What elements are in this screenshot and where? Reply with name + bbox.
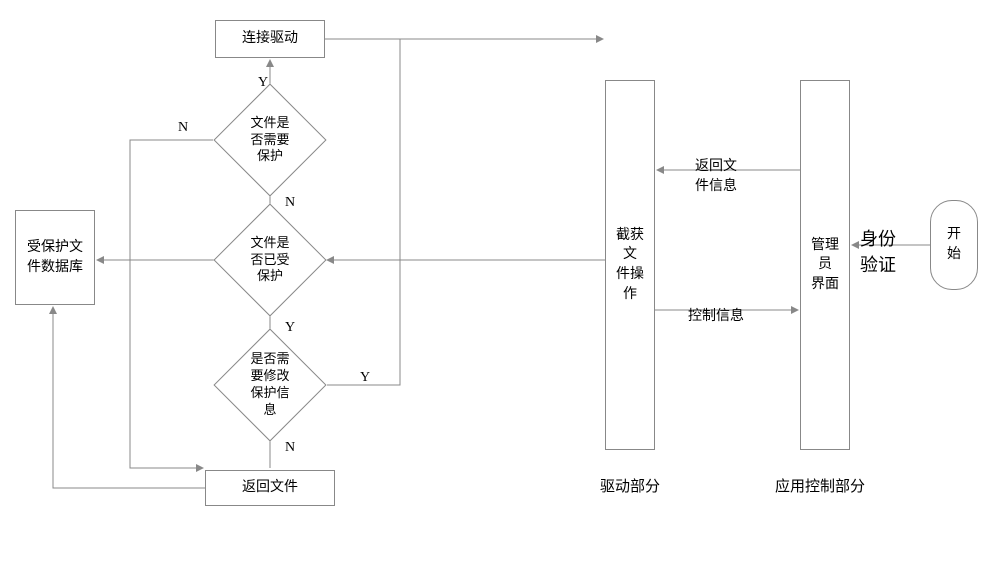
n3-label: N [285,440,295,456]
return-file-info-text: 返回文件信息 [695,159,737,194]
return-file-node: 返回文件 [205,470,335,506]
capture-label: 截获文件操作 [610,226,650,304]
admin-ui-label: 管理员界面 [805,236,845,295]
auth-text: 身份验证 [860,229,896,275]
y3-text: Y [360,370,370,385]
capture-node: 截获文件操作 [605,80,655,450]
start-label: 开始 [947,225,961,264]
n1-text: N [178,120,188,135]
app-control-section-text: 应用控制部分 [775,479,865,495]
control-info-text: 控制信息 [688,309,744,324]
modify-info-decision [213,328,326,441]
y3-label: Y [360,370,370,386]
admin-ui-node: 管理员界面 [800,80,850,450]
y2-text: Y [285,320,295,335]
n2-label: N [285,195,295,211]
connect-driver-node: 连接驱动 [215,20,325,58]
y2-label: Y [285,320,295,336]
control-info-label: 控制信息 [688,305,744,325]
protected-db-label: 受保护文件数据库 [27,238,83,277]
return-file-info-label: 返回文件信息 [695,155,737,195]
start-node: 开始 [930,200,978,290]
return-file-label: 返回文件 [242,478,298,498]
y1-text: Y [258,75,268,90]
auth-label: 身份验证 [860,225,896,277]
protected-db-node: 受保护文件数据库 [15,210,95,305]
app-control-section-label: 应用控制部分 [775,475,865,496]
need-protection-decision [213,83,326,196]
n2-text: N [285,195,295,210]
driver-section-label: 驱动部分 [600,475,660,496]
connect-driver-label: 连接驱动 [242,29,298,49]
driver-section-text: 驱动部分 [600,479,660,495]
y1-label: Y [258,75,268,91]
n3-text: N [285,440,295,455]
n1-label: N [178,120,188,136]
is-protected-decision [213,203,326,316]
